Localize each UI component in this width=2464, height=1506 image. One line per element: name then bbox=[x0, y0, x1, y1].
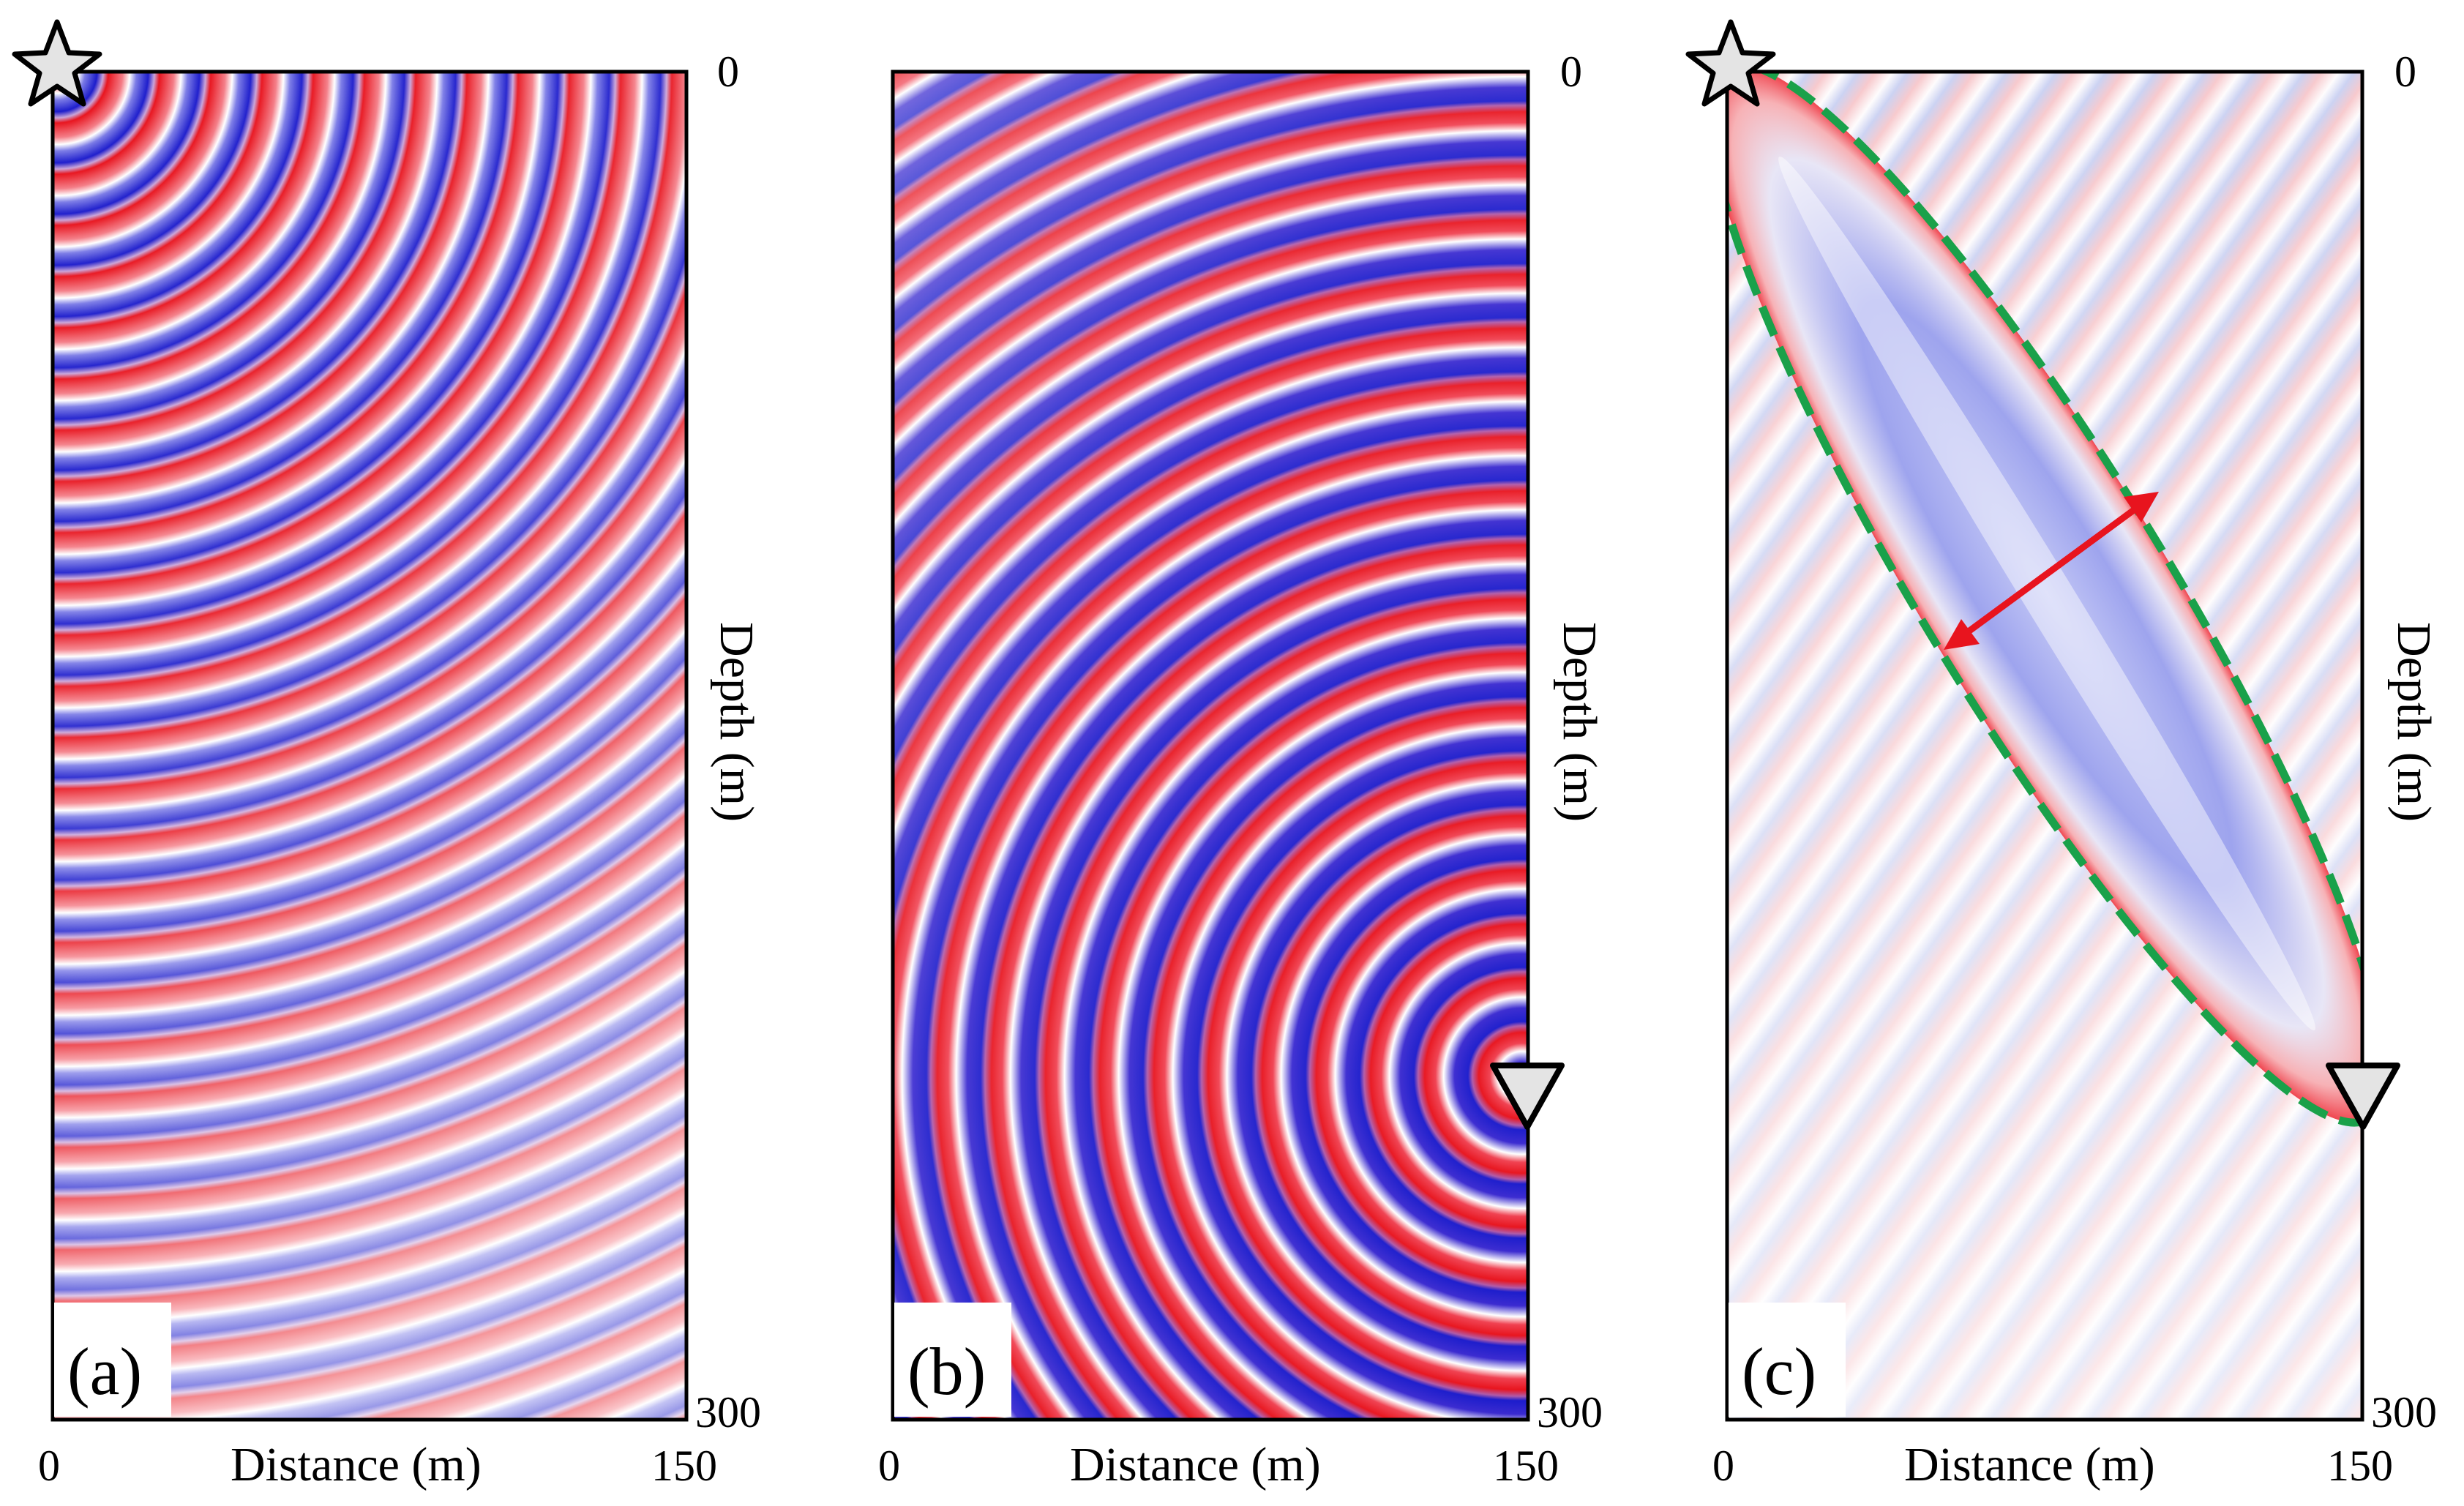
triangle-receiver-marker-c bbox=[2326, 1063, 2400, 1130]
panel-b-y-tick-bottom: 300 bbox=[1537, 1388, 1603, 1436]
panel-c: (c) 0 300 Depth (m) 0 150 Distance (m) bbox=[1685, 19, 2441, 1491]
star-source-marker-c bbox=[1685, 19, 1776, 107]
panel-c-y-tick-top: 0 bbox=[2394, 48, 2416, 96]
panel-a-y-tick-top: 0 bbox=[717, 48, 739, 96]
panel-c-frame bbox=[1725, 70, 2364, 1422]
panel-c-x-axis-label: Distance (m) bbox=[1904, 1438, 2155, 1491]
panel-a-x-tick-right: 150 bbox=[651, 1442, 717, 1490]
panel-b-label-box bbox=[894, 1303, 1011, 1417]
panel-c-x-tick-right: 150 bbox=[2327, 1442, 2393, 1490]
panel-a-label: (a) bbox=[67, 1334, 142, 1409]
panel-c-y-axis-label: Depth (m) bbox=[2387, 622, 2441, 822]
star-source-marker-a bbox=[12, 19, 102, 107]
panel-a-y-axis-label: Depth (m) bbox=[710, 622, 763, 822]
kernel-width-arrow bbox=[1961, 503, 2142, 638]
panel-b-attenuation bbox=[893, 72, 1528, 1420]
panel-b-y-tick-top: 0 bbox=[1560, 48, 1582, 96]
panel-b-y-axis-label: Depth (m) bbox=[1553, 622, 1606, 822]
panel-b-frame bbox=[891, 70, 1530, 1422]
kernel-width-arrowhead-left bbox=[1944, 619, 1980, 650]
panel-c-y-tick-bottom: 300 bbox=[2371, 1388, 2437, 1436]
kernel-ellipse-outline bbox=[1727, 72, 2362, 1127]
triangle-receiver-marker-b bbox=[1490, 1063, 1565, 1130]
panel-b-x-tick-left: 0 bbox=[878, 1442, 900, 1490]
panel-a: (a) 0 300 Depth (m) 0 150 Distance (m) bbox=[12, 19, 763, 1491]
panel-a-frame bbox=[50, 70, 689, 1422]
panel-b-x-tick-right: 150 bbox=[1493, 1442, 1559, 1490]
panel-b-x-axis-label: Distance (m) bbox=[1070, 1438, 1321, 1491]
panel-a-x-axis-label: Distance (m) bbox=[231, 1438, 482, 1491]
panel-a-y-tick-bottom: 300 bbox=[695, 1388, 761, 1436]
panel-b-label: (b) bbox=[907, 1334, 986, 1409]
panel-a-label-box bbox=[54, 1303, 171, 1417]
panel-c-label: (c) bbox=[1742, 1334, 1816, 1409]
panel-b: (b) 0 300 Depth (m) 0 150 Distance (m) bbox=[878, 48, 1606, 1491]
panel-c-label-box bbox=[1729, 1303, 1846, 1417]
kernel-core-highlight bbox=[1778, 156, 2315, 1031]
panel-a-attenuation bbox=[53, 72, 686, 1420]
panel-c-x-tick-left: 0 bbox=[1712, 1442, 1734, 1490]
kernel-width-arrowhead-right bbox=[2124, 492, 2159, 522]
kernel-first-fresnel-zone bbox=[1727, 72, 2362, 1123]
panel-a-x-tick-left: 0 bbox=[38, 1442, 60, 1490]
